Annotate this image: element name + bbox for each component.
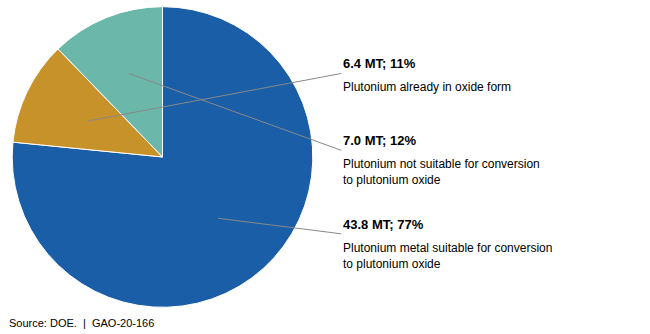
svg-text:7.0 MT; 12%: 7.0 MT; 12% [343,133,416,148]
svg-text:Plutonium not suitable for con: Plutonium not suitable for conversionto … [343,157,540,187]
svg-text:43.8 MT; 77%: 43.8 MT; 77% [343,217,424,232]
svg-text:Plutonium already in oxide for: Plutonium already in oxide form [343,80,511,94]
svg-text:Plutonium metal suitable for c: Plutonium metal suitable for conversiont… [343,241,552,271]
svg-text:Source: DOE. | GAO-20-166: Source: DOE. | GAO-20-166 [9,317,154,329]
svg-text:6.4 MT; 11%: 6.4 MT; 11% [343,56,416,71]
